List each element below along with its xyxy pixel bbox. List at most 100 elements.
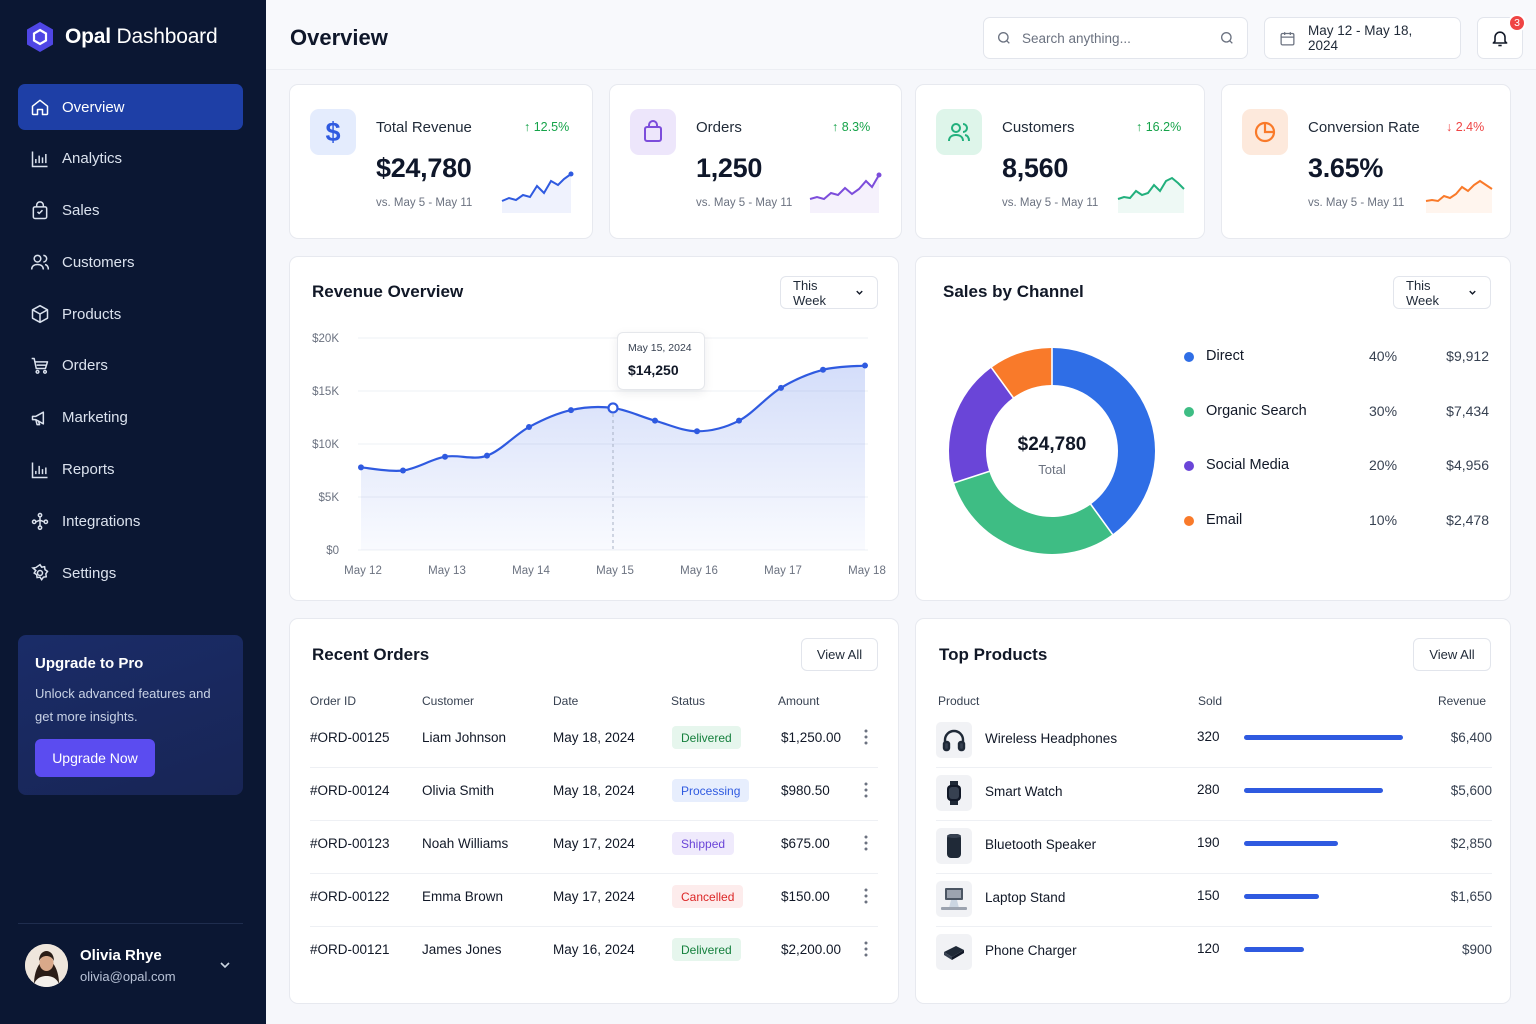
cart-icon: [31, 357, 49, 374]
sold-bar: [1244, 841, 1339, 846]
sidebar-item-customers[interactable]: Customers: [18, 239, 243, 285]
list-item[interactable]: Smart Watch 280 $5,600: [936, 768, 1492, 821]
product-revenue: $1,650: [1450, 889, 1492, 904]
sparkline: [501, 171, 574, 213]
x-tick-label: May 15: [596, 565, 634, 577]
order-id: #ORD-00122: [310, 889, 390, 904]
tooltip-value: $14,250: [628, 362, 679, 378]
sidebar-item-reports[interactable]: Reports: [18, 447, 243, 493]
data-point: [778, 384, 784, 391]
sidebar-item-orders[interactable]: Orders: [18, 343, 243, 389]
data-point: [820, 366, 826, 373]
table-row[interactable]: #ORD-00121 James Jones May 16, 2024 Deli…: [310, 927, 878, 980]
recent-orders-card: Recent Orders View All Order ID Customer…: [289, 618, 899, 1004]
home-icon: [31, 99, 49, 116]
upgrade-text: Unlock advanced features and get more in…: [35, 686, 211, 724]
kpi-change: ↑ 16.2%: [1136, 120, 1182, 134]
table-row[interactable]: #ORD-00124 Olivia Smith May 18, 2024 Pro…: [310, 768, 878, 821]
list-item[interactable]: Phone Charger 120 $900: [936, 927, 1492, 980]
y-tick-label: $5K: [319, 492, 340, 504]
donut-slice-social-media: [949, 368, 1013, 483]
upgrade-now-button[interactable]: Upgrade Now: [35, 739, 155, 777]
more-vertical-icon[interactable]: [864, 941, 868, 957]
donut-center-value: $24,780: [1017, 434, 1087, 455]
product-name: Wireless Headphones: [985, 731, 1118, 746]
card-title: Revenue Overview: [312, 282, 464, 301]
sidebar-item-label: Analytics: [62, 150, 123, 168]
sidebar-nav: Overview Analytics Sales Customers Produ…: [18, 84, 243, 602]
main-content: Overview May 12 - May 18, 2024 3 $ Total…: [266, 0, 1536, 1024]
kpi-value: $24,780: [376, 153, 472, 183]
data-point: [442, 453, 448, 460]
revenue-line-chart: $20K $15K $10K $5K $0 May 12 May 13 May 14 May 1…: [312, 333, 886, 577]
megaphone-icon: [31, 411, 45, 426]
x-tick-label: May 16: [680, 565, 718, 577]
table-row[interactable]: #ORD-00123 Noah Williams May 17, 2024 Sh…: [310, 821, 878, 874]
table-row[interactable]: #ORD-00125 Liam Johnson May 18, 2024 Del…: [310, 715, 878, 768]
product-name: Laptop Stand: [985, 890, 1066, 905]
order-date: May 18, 2024: [553, 730, 635, 745]
column-header: Sold: [1198, 694, 1223, 708]
table-row[interactable]: #ORD-00122 Emma Brown May 17, 2024 Cance…: [310, 874, 878, 927]
period-select[interactable]: This Week: [1393, 276, 1491, 309]
legend-name: Organic Search: [1206, 403, 1307, 419]
data-point: [694, 428, 700, 435]
report-icon: [31, 462, 48, 478]
product-sold: 280: [1197, 782, 1220, 797]
order-date: May 16, 2024: [553, 942, 635, 957]
sidebar-item-integrations[interactable]: Integrations: [18, 498, 243, 544]
sidebar: Opal Dashboard Overview Analytics Sales …: [0, 0, 266, 1024]
more-vertical-icon[interactable]: [864, 782, 868, 798]
user-profile[interactable]: Olivia Rhye olivia@opal.com: [25, 944, 176, 987]
sidebar-item-label: Overview: [62, 98, 125, 116]
date-range-picker[interactable]: May 12 - May 18, 2024: [1264, 17, 1461, 59]
legend-amount: $2,478: [1446, 512, 1489, 528]
product-revenue: $900: [1461, 942, 1492, 957]
column-header: Customer: [422, 694, 475, 708]
sidebar-item-marketing[interactable]: Marketing: [18, 395, 243, 441]
sidebar-item-label: Customers: [62, 253, 135, 271]
sidebar-item-products[interactable]: Products: [18, 291, 243, 337]
kpi-card-customers: Customers ↑ 16.2% 8,560 vs. May 5 - May …: [915, 84, 1205, 239]
more-vertical-icon[interactable]: [864, 729, 868, 745]
sidebar-item-overview[interactable]: Overview: [18, 84, 243, 130]
chevron-down-icon[interactable]: [218, 958, 232, 972]
sidebar-item-sales[interactable]: Sales: [18, 188, 243, 234]
app-logo[interactable]: Opal Dashboard: [25, 21, 218, 53]
search-icon[interactable]: [1219, 30, 1235, 46]
app-title: Opal Dashboard: [65, 25, 218, 48]
donut-center-label: Total: [1038, 462, 1066, 477]
view-all-products-button[interactable]: View All: [1413, 638, 1491, 671]
date-range-label: May 12 - May 18, 2024: [1307, 23, 1413, 53]
shopping-bag-icon: [32, 200, 48, 219]
notifications-button[interactable]: 3: [1477, 14, 1526, 59]
order-id: #ORD-00121: [310, 942, 390, 957]
kpi-change: ↓ 2.4%: [1446, 120, 1485, 134]
period-select-value: This Week: [793, 277, 826, 308]
y-tick-label: $0: [326, 545, 339, 557]
product-revenue: $2,850: [1450, 836, 1492, 851]
legend-percent: 40%: [1369, 348, 1398, 364]
list-item[interactable]: Wireless Headphones 320 $6,400: [936, 715, 1492, 768]
product-name: Phone Charger: [985, 943, 1077, 958]
kpi-label: Customers: [1002, 119, 1075, 136]
search-icon: [998, 32, 1010, 44]
sidebar-item-settings[interactable]: Settings: [18, 550, 243, 596]
sidebar-item-label: Settings: [62, 564, 117, 582]
order-customer: James Jones: [422, 942, 502, 957]
tooltip-date: May 15, 2024: [628, 342, 692, 354]
column-header: Status: [671, 694, 706, 708]
list-item[interactable]: Laptop Stand 150 $1,650: [936, 874, 1492, 927]
search-input[interactable]: [1022, 30, 1209, 46]
view-all-orders-button[interactable]: View All: [801, 638, 878, 671]
more-vertical-icon[interactable]: [864, 835, 868, 851]
user-email: olivia@opal.com: [80, 969, 176, 984]
kpi-change: ↑ 12.5%: [524, 120, 570, 134]
dollar-icon: $: [310, 109, 356, 155]
sidebar-item-analytics[interactable]: Analytics: [18, 136, 243, 182]
bar-chart-icon: [31, 151, 48, 168]
data-point: [568, 407, 574, 414]
list-item[interactable]: Bluetooth Speaker 190 $2,850: [936, 821, 1492, 874]
more-vertical-icon[interactable]: [864, 888, 868, 904]
period-select[interactable]: This Week: [780, 276, 878, 309]
